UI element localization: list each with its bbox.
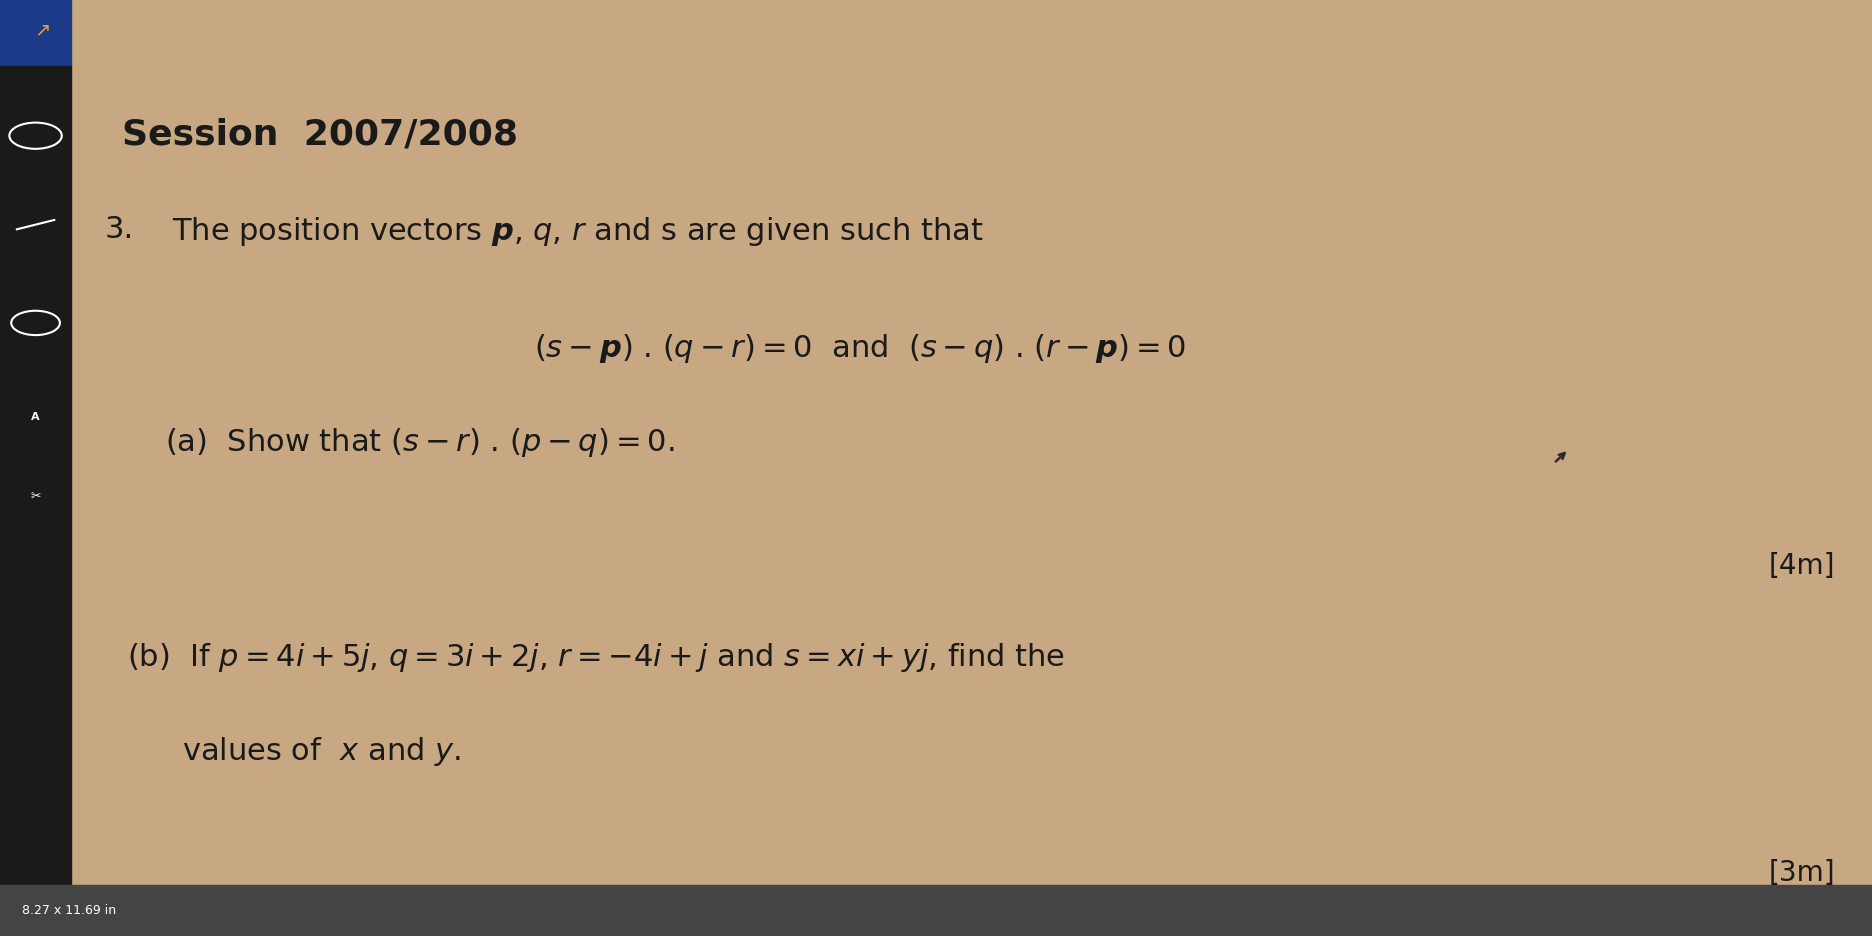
Text: A: A: [32, 412, 39, 421]
Text: The position vectors $\boldsymbol{p}$, $q$, $r$ and s are given such that: The position vectors $\boldsymbol{p}$, $…: [172, 215, 985, 248]
Text: ✂: ✂: [30, 490, 41, 503]
Text: Session  2007/2008: Session 2007/2008: [122, 117, 519, 151]
Text: values of  $x$ and $y$.: values of $x$ and $y$.: [182, 735, 461, 768]
Bar: [0, 0, 71, 66]
Bar: [0, 885, 1872, 936]
Text: $(s-\boldsymbol{p})$ . $(q - r) = 0$  and  $(s - q)$ . $(r - \boldsymbol{p}) = 0: $(s-\boldsymbol{p})$ . $(q - r) = 0$ and…: [534, 332, 1185, 365]
Text: 3.: 3.: [105, 215, 135, 244]
Text: (a)  Show that $(s - r)$ . $(p - q) = 0$.: (a) Show that $(s - r)$ . $(p - q) = 0$.: [165, 426, 674, 459]
Text: ↗: ↗: [34, 20, 51, 39]
Text: 8.27 x 11.69 in: 8.27 x 11.69 in: [22, 904, 116, 916]
Text: [4m]: [4m]: [1769, 552, 1836, 580]
Text: (b)  If $p = 4i+ 5j$, $q = 3i + 2j$, $r = {-4i} +j$ and $s = xi + yj$, find the: (b) If $p = 4i+ 5j$, $q = 3i + 2j$, $r =…: [127, 641, 1065, 674]
Bar: [0, 66, 71, 885]
Text: [3m]: [3m]: [1769, 859, 1836, 887]
